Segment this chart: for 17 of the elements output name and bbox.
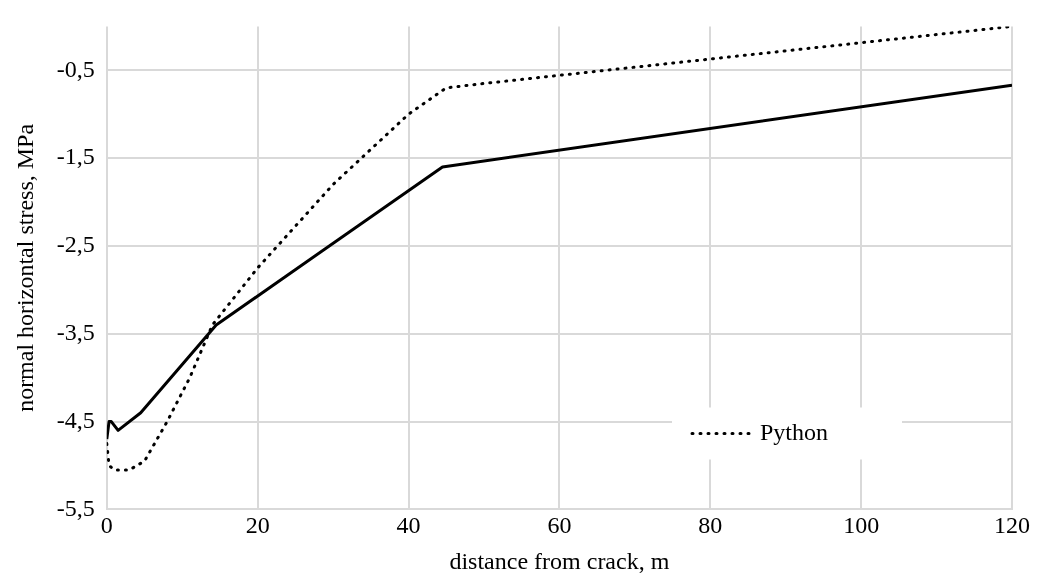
x-tick-label: 120 (994, 512, 1030, 539)
x-tick-label: 20 (245, 512, 270, 539)
x-tick-label: 100 (843, 512, 880, 539)
y-tick-label: -0,5 (56, 55, 95, 82)
y-tick-label: -4,5 (56, 406, 95, 433)
y-tick-label: -1,5 (56, 143, 95, 170)
legend-label: Python (760, 418, 829, 445)
y-tick-label: -5,5 (56, 494, 95, 521)
x-tick-label: 80 (698, 512, 723, 539)
x-axis-title: distance from crack, m (449, 547, 670, 574)
y-axis-title: normal horizontal stress, MPa (11, 123, 38, 412)
x-tick-label: 60 (547, 512, 572, 539)
x-tick-label: 0 (100, 512, 113, 539)
y-tick-label: -3,5 (56, 319, 95, 346)
x-tick-label: 40 (396, 512, 421, 539)
y-tick-label: -2,5 (56, 231, 95, 258)
line-series (106, 26, 1012, 472)
